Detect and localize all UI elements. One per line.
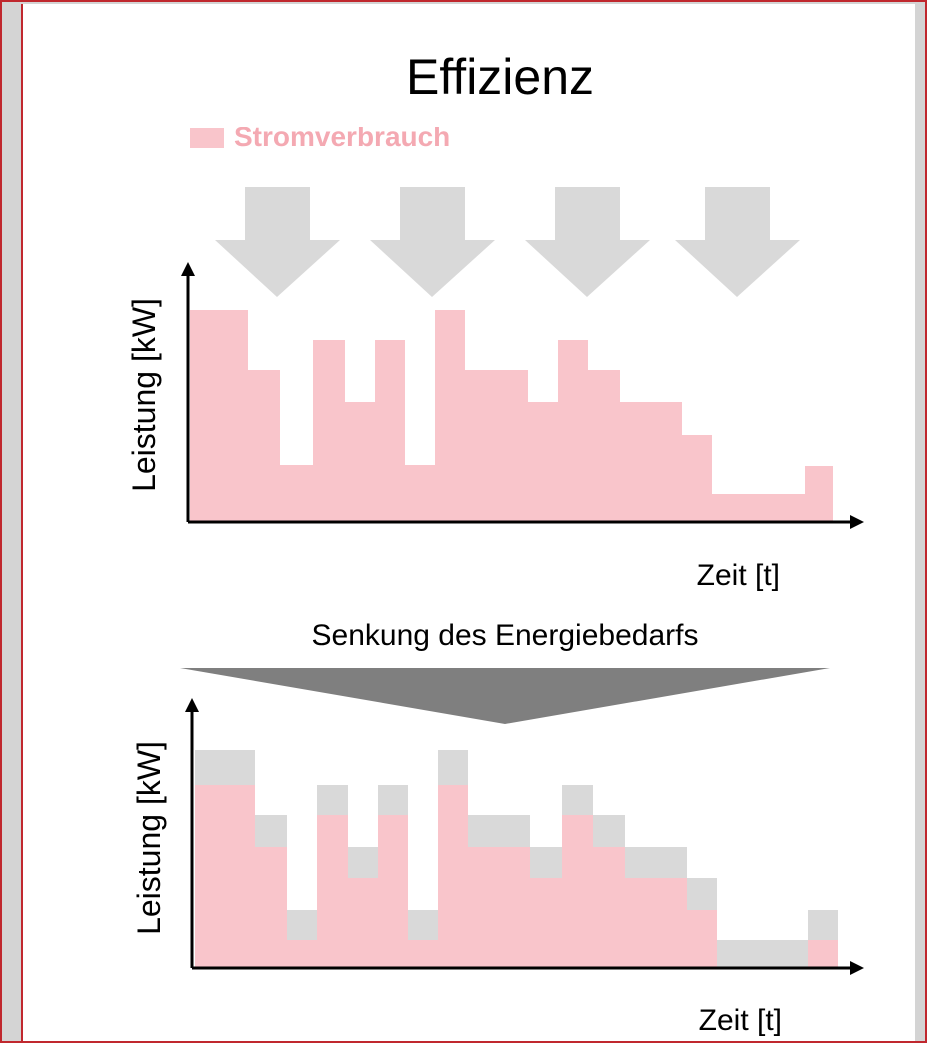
top-axes [186, 272, 852, 524]
axis-arrow [850, 961, 864, 975]
arrows [215, 187, 800, 297]
y-axis-label: Leistung [kW] [131, 741, 167, 935]
x-axis-label: Zeit [t] [699, 1004, 782, 1037]
transition-label: Senkung des Energiebedarfs [312, 619, 699, 652]
reduced-profile [195, 785, 838, 968]
y-axis-label: Leistung [kW] [126, 298, 162, 492]
reduction-wedge [180, 668, 830, 724]
axis-arrow [850, 515, 864, 529]
legend: Stromverbrauch [190, 121, 450, 152]
down-arrow [675, 187, 800, 297]
bottom-axes [190, 708, 852, 970]
x-axis-label: Zeit [t] [697, 559, 780, 592]
down-arrow [215, 187, 340, 297]
legend-swatch [190, 128, 224, 148]
title: Effizienz [406, 49, 594, 105]
consumption-profile [190, 310, 833, 522]
down-arrow [525, 187, 650, 297]
legend-label: Stromverbrauch [234, 121, 450, 152]
axis-arrow [181, 262, 195, 276]
axis-arrow [185, 698, 199, 712]
down-arrow [370, 187, 495, 297]
